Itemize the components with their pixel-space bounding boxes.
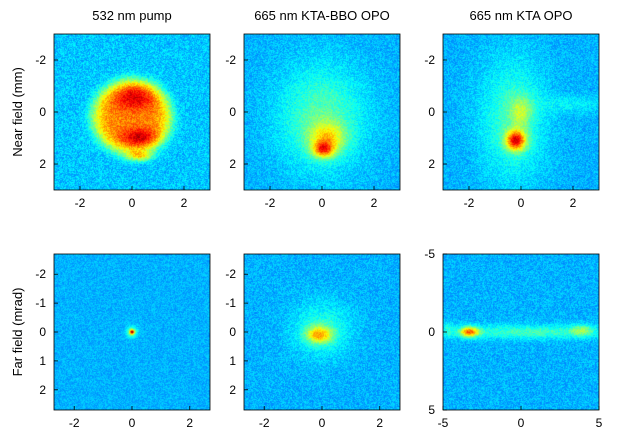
y-tick-label: -2 xyxy=(35,267,46,281)
column-titles: 532 nm pump 665 nm KTA-BBO OPO 665 nm KTA … xyxy=(92,8,572,23)
y-tick-label: 5 xyxy=(428,403,435,417)
panel-far-kta: -5 0 5-505 xyxy=(424,247,602,430)
y-tick-label: 0 xyxy=(428,325,435,339)
x-tick-label: 2 xyxy=(181,196,188,210)
panel-near-kta: -2 0 2 -2 0 2 xyxy=(424,33,600,210)
heatmap-image-near-kta-bbo xyxy=(244,34,400,190)
panel-near-pump: -2 0 2 -2 0 2 xyxy=(35,33,211,210)
x-tick-label: 0 xyxy=(129,196,136,210)
x-tick-label: -2 xyxy=(69,416,80,430)
heatmap-image-far-kta xyxy=(443,254,599,410)
y-tick-label: -2 xyxy=(424,53,435,67)
row-labels: Near field (mm) Far field (mrad) xyxy=(10,67,25,376)
heatmap-image-near-pump xyxy=(54,34,210,190)
panel-far-pump: -2 0 2 -2 -1 0 1 2 xyxy=(35,253,211,430)
column-title-3: 665 nm KTA OPO xyxy=(469,8,572,23)
y-tick-label: -2 xyxy=(35,53,46,67)
heatmap-image-near-kta xyxy=(443,34,599,190)
x-tick-label: 0 xyxy=(129,416,136,430)
y-tick-label: 2 xyxy=(428,157,435,171)
y-tick-label: -5 xyxy=(424,247,435,261)
y-tick-label: 0 xyxy=(39,105,46,119)
x-tick-label: -2 xyxy=(75,196,86,210)
x-tick-label: 0 xyxy=(518,196,525,210)
y-tick-label: 2 xyxy=(229,157,236,171)
x-tick-label: 0 xyxy=(518,416,525,430)
x-tick-label: -2 xyxy=(464,196,475,210)
x-tick-label: 0 xyxy=(319,196,326,210)
x-tick-label: -5 xyxy=(438,416,449,430)
y-tick-label: -1 xyxy=(225,296,236,310)
y-tick-label: 0 xyxy=(39,325,46,339)
heatmap-image-far-kta-bbo xyxy=(244,254,400,410)
y-tick-label: 0 xyxy=(428,105,435,119)
row-label-2: Far field (mrad) xyxy=(10,288,25,377)
x-tick-label: -2 xyxy=(259,416,270,430)
x-tick-label: 2 xyxy=(186,416,193,430)
x-tick-label: 2 xyxy=(570,196,577,210)
y-tick-label: -2 xyxy=(225,267,236,281)
y-tick-label: -1 xyxy=(35,296,46,310)
y-tick-label: 0 xyxy=(229,105,236,119)
x-tick-label: 5 xyxy=(596,416,603,430)
y-tick-label: 2 xyxy=(39,383,46,397)
x-tick-label: 0 xyxy=(319,416,326,430)
y-tick-label: 1 xyxy=(39,354,46,368)
column-title-2: 665 nm KTA-BBO OPO xyxy=(254,8,390,23)
row-label-1: Near field (mm) xyxy=(10,67,25,157)
x-tick-label: 2 xyxy=(376,416,383,430)
x-tick-label: 2 xyxy=(371,196,378,210)
panel-far-kta-bbo: -2 0 2 -2 -1 0 1 2 xyxy=(225,253,401,430)
y-tick-label: -2 xyxy=(225,53,236,67)
x-tick-label: -2 xyxy=(265,196,276,210)
y-tick-label: 1 xyxy=(229,354,236,368)
column-title-1: 532 nm pump xyxy=(92,8,172,23)
panel-near-kta-bbo: -2 0 2 -2 0 2 xyxy=(225,33,401,210)
y-tick-label: 2 xyxy=(39,157,46,171)
y-tick-label: 0 xyxy=(229,325,236,339)
heatmap-image-far-pump xyxy=(54,254,210,410)
y-tick-label: 2 xyxy=(229,383,236,397)
